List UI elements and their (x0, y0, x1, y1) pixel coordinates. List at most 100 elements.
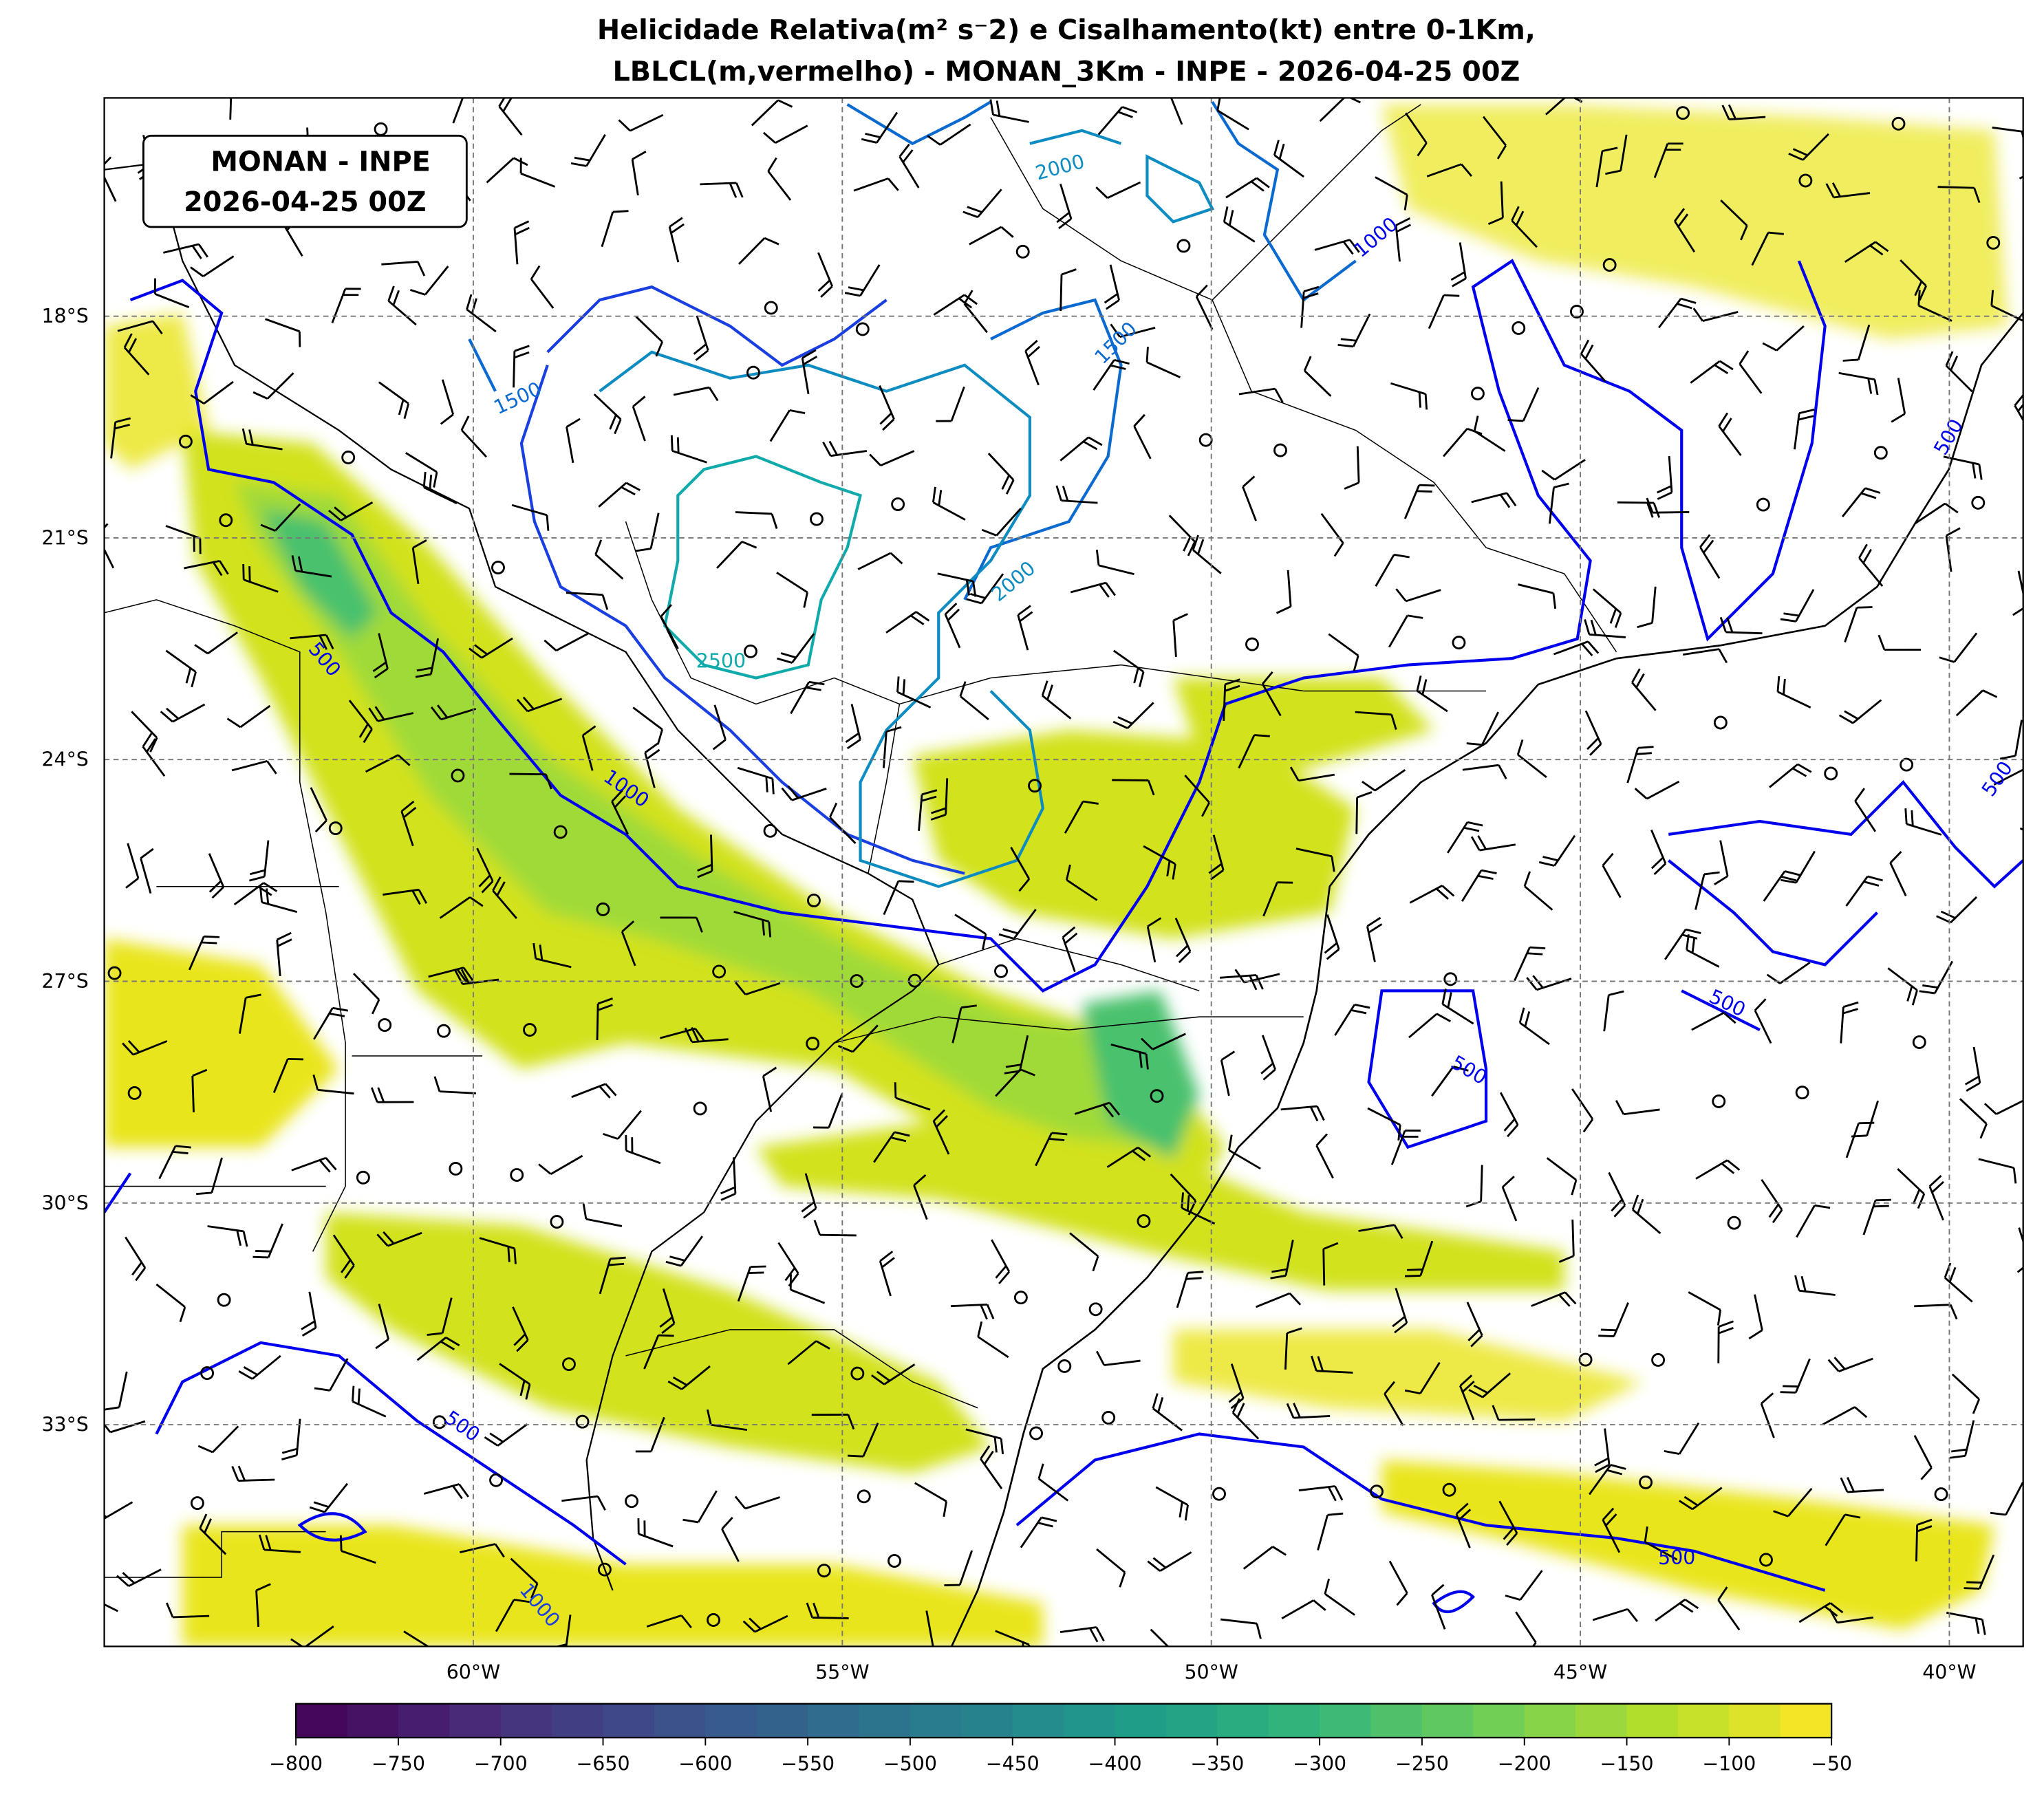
wind-barb (1748, 1294, 1763, 1340)
calm-wind-circle (707, 1613, 720, 1627)
calm-wind-circle (1029, 1426, 1043, 1440)
wind-barb (673, 386, 719, 402)
wind-barb (1147, 1551, 1192, 1572)
wind-barb (1505, 1570, 1543, 1601)
wind-barb (1062, 926, 1078, 973)
wind-barb (2028, 960, 2044, 1004)
wind-barb (310, 787, 327, 833)
wind-barb (762, 125, 808, 144)
wind-barb (165, 1602, 210, 1619)
wind-barb (1571, 1088, 1594, 1133)
colorbar-tick-label: −650 (577, 1752, 630, 1775)
contour-label-2500: 2500 (696, 649, 746, 672)
wind-barb (1854, 788, 1877, 832)
wind-barb (1822, 1406, 1868, 1426)
wind-barb (1990, 1482, 2023, 1516)
wind-barb (372, 633, 389, 679)
wind-barb (845, 704, 861, 750)
calm-wind-circle (553, 825, 568, 839)
wind-barb (301, 1291, 317, 1337)
wind-barb (637, 1518, 674, 1548)
wind-barb (410, 266, 449, 296)
wind-barb (1904, 808, 1942, 836)
wind-barb (1946, 1611, 1986, 1635)
wind-barb (1238, 734, 1270, 769)
wind-barb (291, 555, 332, 578)
colorbar-tick-label: −350 (1190, 1752, 1244, 1775)
wind-barb (599, 1256, 626, 1295)
wind-barb (944, 603, 961, 649)
wind-barb (1276, 570, 1292, 614)
wind-barb (104, 1371, 128, 1411)
wind-barb (1763, 870, 1800, 902)
wind-barb (1280, 1105, 1325, 1122)
colorbar-segment (859, 1703, 911, 1738)
wind-barb (1133, 413, 1152, 460)
wind-barb (733, 910, 772, 938)
wind-barb (1518, 583, 1557, 609)
wind-barb (1498, 1500, 1518, 1546)
colorbar-segment (1115, 1703, 1167, 1738)
wind-barb (1261, 671, 1282, 717)
wind-barb (631, 150, 647, 196)
wind-barb (272, 1057, 304, 1094)
wind-barb (981, 508, 1022, 537)
wind-barb (899, 143, 920, 188)
calm-wind-circle (1713, 715, 1728, 730)
wind-barb (117, 320, 163, 335)
calm-wind-circle (597, 1562, 612, 1577)
wind-barb (1181, 1192, 1216, 1225)
wind-barb (1300, 285, 1320, 328)
wind-barb (734, 1496, 781, 1510)
wind-barb (801, 1173, 817, 1219)
calm-wind-circle (378, 1018, 392, 1033)
wind-barb (1295, 847, 1335, 872)
wind-barb (581, 725, 596, 771)
wind-barb (1514, 946, 1546, 982)
wind-barb (1679, 1487, 1723, 1511)
wind-barb (1780, 1358, 1811, 1394)
calm-wind-circle (1934, 1487, 1948, 1502)
wind-barb (1358, 1224, 1403, 1240)
wind-barb (844, 264, 881, 297)
wind-barb (1388, 614, 1423, 648)
wind-barb (1426, 163, 1472, 177)
calm-wind-circle (1712, 1094, 1726, 1108)
wind-barb (259, 886, 298, 914)
wind-barb (712, 704, 727, 751)
wind-barb (110, 417, 131, 459)
wind-barb (1553, 640, 1600, 656)
wind-barb (538, 1154, 583, 1176)
wind-barb (1584, 619, 1626, 638)
wind-barb (427, 1297, 453, 1336)
wind-barb (1010, 847, 1031, 892)
wind-barb (966, 573, 1004, 605)
calm-wind-circle (596, 902, 610, 916)
calm-wind-circle (1101, 1410, 1116, 1425)
lon-tick-label: 55°W (815, 1661, 869, 1684)
wind-barb (160, 703, 206, 723)
wind-barb (1106, 1146, 1152, 1168)
lat-tick-label: 18°S (41, 305, 88, 327)
wind-barb (1223, 206, 1256, 243)
wind-barb (925, 1610, 934, 1647)
lat-ticks: 18°S 21°S 24°S 27°S 30°S 33°S (41, 305, 88, 1436)
wind-barb (944, 1550, 973, 1587)
wind-barb (1845, 1121, 1875, 1158)
wind-barb (312, 1075, 354, 1095)
wind-barb (848, 1423, 879, 1458)
wind-barb (1390, 1130, 1421, 1165)
calm-wind-circle (341, 451, 356, 464)
calm-wind-circle (1651, 1353, 1666, 1367)
wind-barb (252, 372, 294, 400)
calm-wind-circle (810, 512, 824, 526)
wind-barb (1095, 181, 1141, 199)
wind-barb (571, 1083, 617, 1099)
wind-barb (400, 800, 417, 847)
colorbar-segment (1268, 1703, 1321, 1738)
wind-barb (885, 611, 930, 634)
wind-barb (1152, 1393, 1183, 1432)
wind-barb (1462, 764, 1507, 779)
wind-barb (155, 1283, 186, 1323)
colorbar-tick-label: −100 (1702, 1752, 1756, 1775)
